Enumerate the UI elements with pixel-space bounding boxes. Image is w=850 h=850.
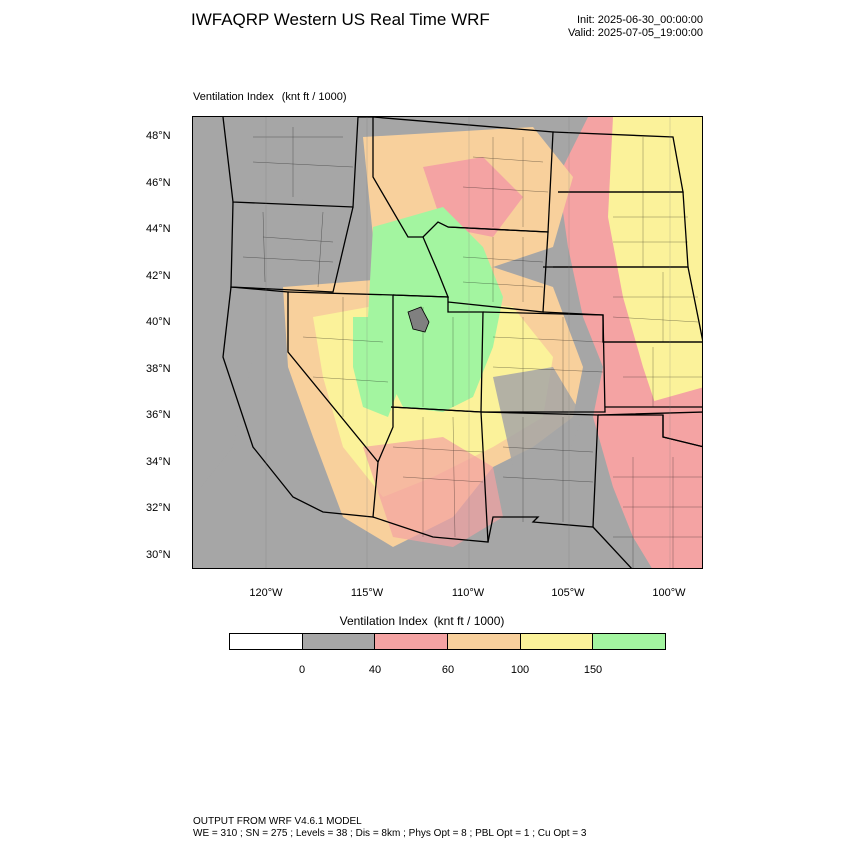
colorbar-segment xyxy=(593,634,666,649)
colorbar-segment xyxy=(302,634,376,649)
colorbar xyxy=(229,633,666,650)
zone-pink-southeast xyxy=(633,387,702,568)
colorado-border xyxy=(481,311,606,413)
lon-label: 120°W xyxy=(249,587,283,599)
graticule xyxy=(265,117,671,568)
texas-border xyxy=(592,414,702,568)
valid-time: Valid: 2025-07-05_19:00:00 xyxy=(568,27,703,39)
zone-yellow-east xyxy=(608,117,702,427)
map-canvas xyxy=(193,117,702,568)
colorbar-tick: 60 xyxy=(441,664,455,676)
lon-label: 115°W xyxy=(350,587,384,599)
nevada-border xyxy=(287,291,394,463)
colorbar-tick: 150 xyxy=(583,664,603,676)
colorbar-segment xyxy=(448,634,521,649)
lat-label: 42°N xyxy=(146,270,171,282)
lat-label: 30°N xyxy=(146,549,171,561)
lat-label: 36°N xyxy=(146,409,171,421)
zone-gray-coast xyxy=(193,117,313,497)
lat-label: 32°N xyxy=(146,502,171,514)
colorbar-title-units: (knt ft / 1000) xyxy=(433,614,505,628)
zone-green-west xyxy=(353,317,403,417)
colorbar-title-name: Ventilation Index xyxy=(339,614,428,628)
map-field-name: Ventilation Index xyxy=(193,91,274,103)
kansas-border xyxy=(603,341,702,408)
washington-border xyxy=(222,117,359,208)
zone-green-core xyxy=(368,207,503,412)
init-time: Init: 2025-06-30_00:00:00 xyxy=(577,14,703,26)
lat-label: 44°N xyxy=(146,223,171,235)
colorbar-segment xyxy=(520,634,594,649)
model-info-line-1: OUTPUT FROM WRF V4.6.1 MODEL xyxy=(193,816,362,827)
zone-gray-new-mexico xyxy=(493,367,583,467)
lat-label: 48°N xyxy=(146,130,171,142)
lat-label: 40°N xyxy=(146,316,171,328)
model-info-line-2: WE = 310 ; SN = 275 ; Levels = 38 ; Dis … xyxy=(193,828,587,839)
wyoming-border xyxy=(447,226,549,313)
lon-label: 105°W xyxy=(551,587,585,599)
great-salt-lake xyxy=(407,306,430,333)
lon-label: 110°W xyxy=(451,587,485,599)
colorbar-segment xyxy=(375,634,449,649)
plot-title: IWFAQRP Western US Real Time WRF xyxy=(191,10,490,29)
colorbar-tick: 40 xyxy=(368,664,382,676)
california-border xyxy=(222,286,379,518)
colorbar-title: Ventilation Index (knt ft / 1000) xyxy=(0,614,850,628)
ventilation-index-map xyxy=(192,116,703,569)
lat-label: 38°N xyxy=(146,363,171,375)
colorbar-tick: 100 xyxy=(510,664,530,676)
colorbar-tick: 0 xyxy=(298,664,306,676)
map-field-units: (knt ft / 1000) xyxy=(281,91,347,103)
idaho-border xyxy=(358,117,449,298)
oregon-border xyxy=(230,201,354,293)
lon-label: 100°W xyxy=(652,587,686,599)
zone-pink-southwest xyxy=(363,437,503,547)
colorbar-segment xyxy=(230,634,303,649)
lat-label: 46°N xyxy=(146,177,171,189)
state-boundaries xyxy=(222,117,702,568)
county-lines xyxy=(242,127,702,568)
lat-label: 34°N xyxy=(146,456,171,468)
map-field-label: Ventilation Index (knt ft / 1000) xyxy=(193,91,355,103)
